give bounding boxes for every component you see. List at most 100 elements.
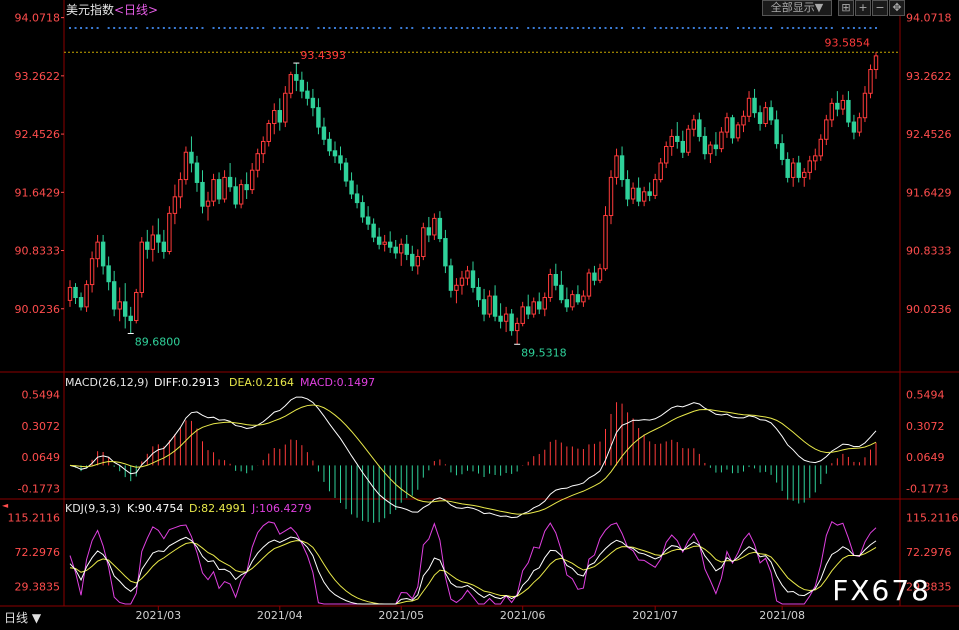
candle-body xyxy=(581,295,586,303)
price-tick-right-1: 93.2622 xyxy=(906,70,952,83)
signal-dot xyxy=(748,27,751,29)
time-label-1: 2021/04 xyxy=(257,609,303,622)
candle-body xyxy=(156,234,161,243)
signal-dot xyxy=(179,27,182,29)
signal-dot xyxy=(190,27,193,29)
signal-dot xyxy=(240,27,243,29)
candle-body xyxy=(592,272,597,281)
signal-dot xyxy=(858,27,861,29)
signal-dot xyxy=(168,27,171,29)
candle-body xyxy=(503,313,509,322)
signal-dot xyxy=(472,27,474,29)
candle-body xyxy=(509,313,514,332)
signal-dot xyxy=(383,27,386,29)
macd-title: MACD(26,12,9) xyxy=(65,376,149,389)
price-tick-left-3: 91.6429 xyxy=(15,186,61,199)
signal-dot xyxy=(610,27,613,29)
candle-body xyxy=(222,176,227,200)
candle-body xyxy=(542,297,547,310)
candle-body xyxy=(134,291,139,322)
zoom-out-icon[interactable]: − xyxy=(872,0,888,16)
fit-icon[interactable]: ⊞ xyxy=(838,0,854,16)
signal-dot xyxy=(400,27,403,29)
candle-body xyxy=(299,79,305,92)
candle-body xyxy=(233,186,238,205)
candle-body xyxy=(189,151,194,164)
candle-body xyxy=(194,162,200,183)
signal-dot xyxy=(411,27,414,29)
signal-dot xyxy=(372,27,375,29)
time-label-4: 2021/07 xyxy=(632,609,678,622)
signal-dot xyxy=(262,27,265,29)
macd-diff-label: DIFF:0.2913 xyxy=(154,376,220,389)
signal-dot xyxy=(460,27,463,29)
candle-body xyxy=(382,241,387,245)
signal-dot xyxy=(604,27,607,29)
candle-body xyxy=(603,215,608,270)
candle-body xyxy=(100,241,106,267)
candle-body xyxy=(691,119,697,130)
candle-body xyxy=(161,241,167,252)
candle-body xyxy=(570,294,575,308)
candle-body xyxy=(255,153,260,171)
candle-body xyxy=(349,180,354,195)
signal-dot xyxy=(173,27,176,29)
candle-body xyxy=(647,191,652,196)
candle-body xyxy=(371,223,376,238)
candle-body xyxy=(376,236,382,245)
signal-dot xyxy=(770,27,773,29)
price-tick-left-5: 90.0236 xyxy=(15,303,61,316)
candle-body xyxy=(205,200,211,207)
price-tick-left-2: 92.4526 xyxy=(15,128,61,141)
signal-dot xyxy=(212,27,215,29)
price-tick-left-4: 90.8333 xyxy=(15,245,61,258)
signal-dot xyxy=(654,27,657,29)
candle-body xyxy=(178,179,183,198)
period-label[interactable]: <日线> xyxy=(114,3,159,17)
candle-body xyxy=(763,107,768,124)
candle-body xyxy=(73,286,78,299)
candle-body xyxy=(432,217,437,236)
candle-body xyxy=(470,270,476,288)
signal-dot xyxy=(665,27,668,29)
price-tick-left-0: 94.0718 xyxy=(15,12,61,25)
show-all-dropdown[interactable]: 全部显示▼ xyxy=(762,0,832,16)
signal-dot xyxy=(571,27,574,29)
macd-tick-left-0: 0.5494 xyxy=(22,389,61,402)
signal-dot xyxy=(278,27,281,29)
signal-dot xyxy=(742,27,745,29)
signal-dot xyxy=(378,27,381,29)
candle-body xyxy=(404,243,409,255)
signal-dot xyxy=(615,27,618,29)
macd-dea-line xyxy=(69,404,877,515)
signal-dot xyxy=(284,27,287,29)
kdj-k-label: K:90.4754 xyxy=(127,502,184,515)
signal-dot xyxy=(234,27,237,29)
candle-body xyxy=(686,128,691,153)
candle-body xyxy=(862,92,868,119)
zoom-in-icon[interactable]: + xyxy=(855,0,871,16)
period-tab[interactable]: 日线 ▼ xyxy=(4,611,42,625)
signal-dot xyxy=(184,27,187,29)
candle-body xyxy=(316,107,321,128)
candle-body xyxy=(283,92,288,123)
signal-dot xyxy=(427,27,430,29)
move-icon[interactable]: ✥ xyxy=(889,0,905,16)
signal-dot xyxy=(703,27,706,29)
candle-body xyxy=(625,179,630,200)
signal-dot xyxy=(96,27,99,29)
signal-dot xyxy=(786,27,789,29)
candle-body xyxy=(321,126,327,140)
signal-dot xyxy=(322,27,325,29)
candle-body xyxy=(697,119,702,137)
kdj-j-label: J:106.4279 xyxy=(252,502,312,515)
candle-body xyxy=(277,110,282,123)
signal-dot xyxy=(709,27,712,29)
signal-dot xyxy=(819,27,822,29)
candle-body xyxy=(266,122,271,142)
signal-dot xyxy=(449,27,452,29)
signal-dot xyxy=(847,27,850,29)
candle-body xyxy=(399,243,404,254)
